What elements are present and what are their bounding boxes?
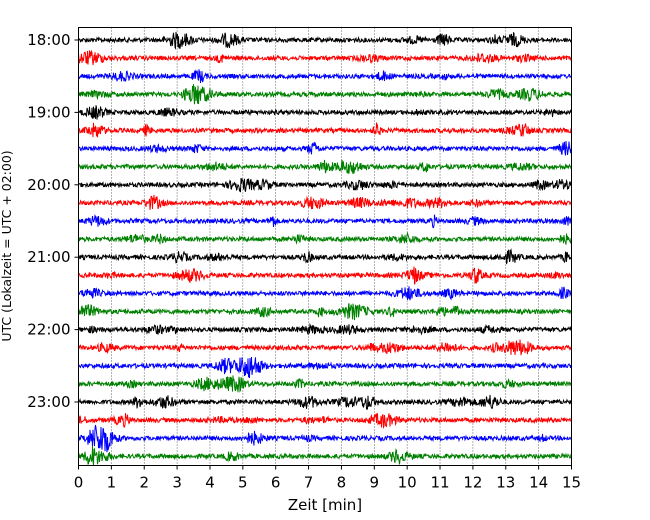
trace-group [78,31,572,466]
trace-1915 [78,122,572,138]
y-tick-label: 23:00 [27,393,70,411]
x-tick-label: 3 [172,474,182,492]
trace-1845 [78,84,572,105]
trace-2230 [78,356,572,378]
trace-2115 [78,266,572,285]
trace-1830 [78,69,572,83]
x-tick-label: 14 [529,474,548,492]
x-tick-label: 0 [74,474,84,492]
trace-2015 [78,194,572,210]
y-tick-label: 22:00 [27,321,70,339]
trace-2030 [78,213,572,229]
trace-2215 [78,339,572,356]
trace-2245 [78,375,572,393]
x-tick-label: 11 [430,474,449,492]
vertical-grid [111,27,539,466]
y-axis: 18:00 19:00 20:00 21:00 22:00 23:00 [27,31,79,411]
trace-2145 [78,303,572,321]
x-tick-label: 12 [463,474,482,492]
trace-1800 [78,31,572,50]
trace-1945 [78,159,572,174]
x-tick-label: 5 [238,474,248,492]
x-tick-label: 10 [398,474,417,492]
y-tick-label: 19:00 [27,103,70,121]
x-axis-title: Zeit [min] [288,496,362,514]
x-tick-label: 9 [370,474,380,492]
y-tick-label: 20:00 [27,176,70,194]
trace-2345 [78,446,572,466]
trace-1900 [78,105,572,120]
x-tick-label: 7 [304,474,314,492]
x-tick-label: 13 [496,474,515,492]
y-tick-label: 18:00 [27,31,70,49]
trace-2045 [78,231,572,245]
trace-2100 [78,248,572,265]
x-tick-label: 4 [205,474,215,492]
trace-1815 [78,49,572,66]
x-tick-label: 15 [562,474,581,492]
plot-frame [78,27,572,466]
trace-2330 [78,424,572,453]
x-axis: 0 1 2 3 4 5 6 7 8 9 10 11 12 13 14 15 [74,465,581,492]
trace-2000 [78,177,572,193]
trace-2130 [78,286,572,301]
x-tick-label: 1 [107,474,117,492]
x-tick-label: 2 [139,474,149,492]
x-tick-label: 6 [271,474,281,492]
x-tick-label: 8 [337,474,347,492]
trace-2315 [78,412,572,430]
y-axis-title: UTC (Lokalzeit = UTC + 02:00) [0,150,14,341]
trace-2200 [78,322,572,336]
trace-1930 [78,141,572,156]
y-tick-label: 21:00 [27,248,70,266]
trace-2300 [78,394,572,411]
